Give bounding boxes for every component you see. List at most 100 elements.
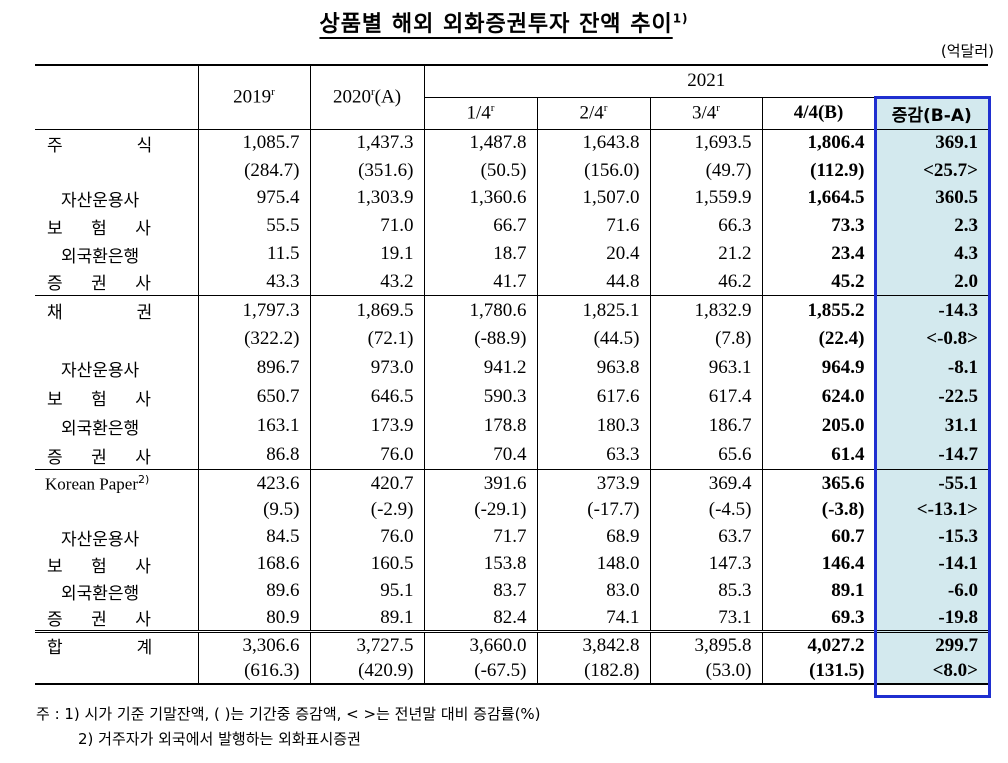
row-label-text: 채권 [47,303,227,324]
value-cell: -14.1 [874,550,988,578]
footnote-ref: 1) [672,11,689,26]
row-label [35,658,198,686]
value-cell: 85.3 [649,577,762,605]
value-cell: 941.2 [423,353,537,383]
value-cell: 66.7 [423,212,537,241]
header-q2: 2/4r [536,97,650,129]
table-row: 외국환은행 11.5 19.1 18.7 20.4 21.2 23.4 4.3 [35,240,988,268]
value-cell: 43.2 [309,267,424,296]
value-cell: 163.1 [197,411,310,441]
value-cell: 1,487.8 [423,128,537,157]
value-cell: -6.0 [874,577,988,605]
value-cell: (420.9) [309,658,424,686]
row-label-text: 외국환은행 [61,246,140,267]
table-row: (322.2) (72.1) (-88.9) (44.5) (7.8) (22.4) <-0… [35,324,988,354]
value-cell: 86.8 [197,440,310,470]
value-cell: 1,643.8 [536,128,650,157]
value-cell: 73.3 [761,212,875,241]
value-cell: 1,507.0 [536,184,650,213]
value-cell: <8.0> [874,658,988,686]
value-cell: (22.4) [761,324,875,354]
value-cell: 71.6 [536,212,650,241]
row-label-text: 자산운용사 [61,360,140,381]
footnotes: 주 : 1) 시가 기준 기말잔액, ( )는 기간중 증감액, < >는 전년… [36,702,541,752]
value-cell: 4.3 [874,240,988,268]
value-cell: -55.1 [874,469,988,497]
table-row: 보험사 650.7 646.5 590.3 617.6 617.4 624.0 -22.5 [35,382,988,412]
value-cell: 89.1 [309,604,424,632]
value-cell: 11.5 [197,240,310,268]
table-row: 증권사 86.8 76.0 70.4 63.3 65.6 61.4 -14.7 [35,440,988,470]
value-cell: 1,303.9 [309,184,424,213]
table-row: 증권사 43.3 43.2 41.7 44.8 46.2 45.2 2.0 [35,267,988,296]
value-cell: 646.5 [309,382,424,412]
value-cell: <-13.1> [874,496,988,524]
value-cell: 205.0 [761,411,875,441]
value-cell: 1,437.3 [309,128,424,157]
value-cell: 73.1 [649,604,762,632]
header-q3: 3/4r [649,97,762,129]
value-cell: (112.9) [761,156,875,185]
value-cell: 3,895.8 [649,630,762,659]
value-cell: (616.3) [197,658,310,686]
value-cell: 1,855.2 [761,295,875,325]
row-label [35,325,198,354]
row-label-text: 외국환은행 [61,583,140,604]
value-cell: (-29.1) [423,496,537,524]
value-cell: 45.2 [761,267,875,296]
value-cell: 1,869.5 [309,295,424,325]
header-2021: 2021 [423,65,988,98]
value-cell: 590.3 [423,382,537,412]
value-cell: -19.8 [874,604,988,632]
row-label-text: 증권사 [47,610,180,631]
row-label-text: 주식 [47,135,227,156]
value-cell: 617.4 [649,382,762,412]
value-cell: 1,559.9 [649,184,762,213]
value-cell: 391.6 [423,469,537,497]
value-cell: 963.8 [536,353,650,383]
value-cell: 420.7 [309,469,424,497]
value-cell: 153.8 [423,550,537,578]
value-cell: 365.6 [761,469,875,497]
row-label-text: 보험사 [47,218,180,239]
value-cell: 3,727.5 [309,630,424,659]
value-cell: 21.2 [649,240,762,268]
row-label: Korean Paper2) [35,469,198,497]
row-label: 외국환은행 [35,578,198,605]
value-cell: 299.7 [874,630,988,659]
value-cell: 23.4 [761,240,875,268]
row-label: 자산운용사 [35,185,198,213]
value-cell: 82.4 [423,604,537,632]
value-cell: 617.6 [536,382,650,412]
table-row: 채권 1,797.3 1,869.5 1,780.6 1,825.1 1,832.9 1,8… [35,295,988,325]
value-cell: (7.8) [649,324,762,354]
row-label-text: 외국환은행 [61,418,140,439]
row-label: 채권 [35,295,198,325]
table-row: 자산운용사 975.4 1,303.9 1,360.6 1,507.0 1,559.9 1,… [35,184,988,213]
value-cell: 95.1 [309,577,424,605]
value-cell: 4,027.2 [761,630,875,659]
value-cell: 1,360.6 [423,184,537,213]
table-row: 보험사 55.5 71.0 66.7 71.6 66.3 73.3 2.3 [35,212,988,241]
header-q4: 4/4(B) [761,97,875,129]
value-cell: 650.7 [197,382,310,412]
note-1: 주 : 1) 시가 기준 기말잔액, ( )는 기간중 증감액, < >는 전년… [36,705,541,723]
table-row: 합계 3,306.6 3,727.5 3,660.0 3,842.8 3,895.8 4,0… [35,630,988,659]
value-cell: 70.4 [423,440,537,470]
value-cell: 76.0 [309,440,424,470]
value-cell: (-88.9) [423,324,537,354]
value-cell: 360.5 [874,184,988,213]
value-cell: 43.3 [197,267,310,296]
row-label [35,497,198,524]
value-cell: 80.9 [197,604,310,632]
table-row: 자산운용사 84.5 76.0 71.7 68.9 63.7 60.7 -15.3 [35,523,988,551]
value-cell: 84.5 [197,523,310,551]
row-label: 자산운용사 [35,354,198,383]
row-label: 증권사 [35,441,198,470]
value-cell: (72.1) [309,324,424,354]
value-cell: 1,825.1 [536,295,650,325]
value-cell: (322.2) [197,324,310,354]
value-cell: 89.6 [197,577,310,605]
table-row: (616.3) (420.9) (-67.5) (182.8) (53.0) (131.5… [35,658,988,686]
data-table: 2019r 2020r(A) 2021 1/4r 2/4r 3/4r 4/4(B… [35,64,988,686]
